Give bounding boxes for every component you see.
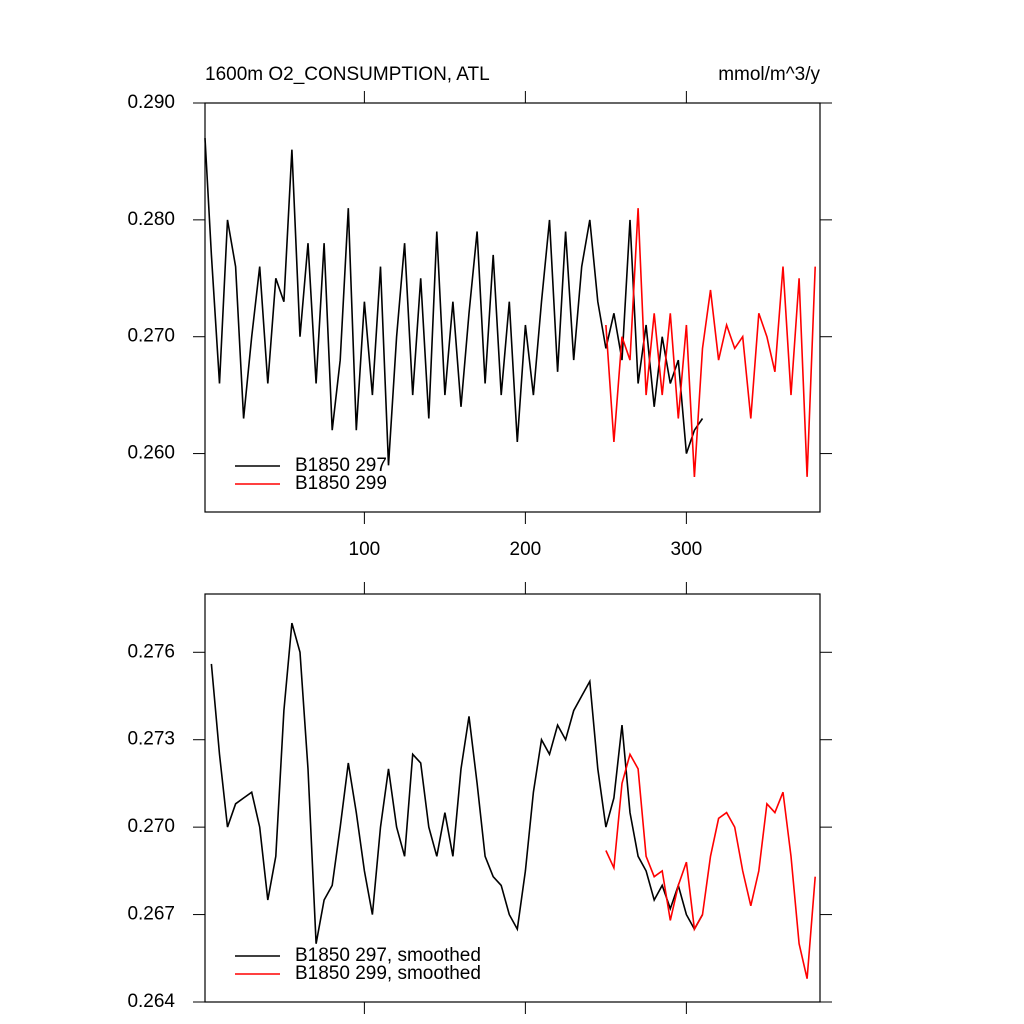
legend-label: B1850 299, smoothed: [295, 963, 481, 984]
legend-label: B1850 297, smoothed: [295, 945, 481, 966]
data-line: [204, 138, 704, 466]
y-tick-label: 0.270: [127, 326, 175, 347]
y-tick-label: 0.264: [127, 991, 175, 1012]
data-line: [210, 622, 704, 944]
y-tick-label: 0.280: [127, 209, 175, 230]
x-tick-label: 300: [671, 539, 703, 560]
y-tick-label: 0.276: [127, 641, 175, 662]
data-line: [605, 752, 816, 979]
plot-frame: [204, 593, 821, 1003]
y-tick-label: 0.267: [127, 904, 175, 925]
y-tick-label: 0.290: [127, 92, 175, 113]
legend-label: B1850 299: [295, 473, 387, 494]
x-tick-label: 100: [349, 539, 381, 560]
chart-title: 1600m O2_CONSUMPTION, ATL: [205, 64, 490, 85]
y-tick-label: 0.273: [127, 729, 175, 750]
x-tick-label: 200: [510, 539, 542, 560]
plot-frame: [204, 102, 821, 513]
y-tick-label: 0.260: [127, 443, 175, 464]
legend-label: B1850 297: [295, 455, 387, 476]
y-tick-label: 0.270: [127, 816, 175, 837]
data-line: [605, 208, 816, 477]
units-label: mmol/m^3/y: [718, 64, 820, 85]
